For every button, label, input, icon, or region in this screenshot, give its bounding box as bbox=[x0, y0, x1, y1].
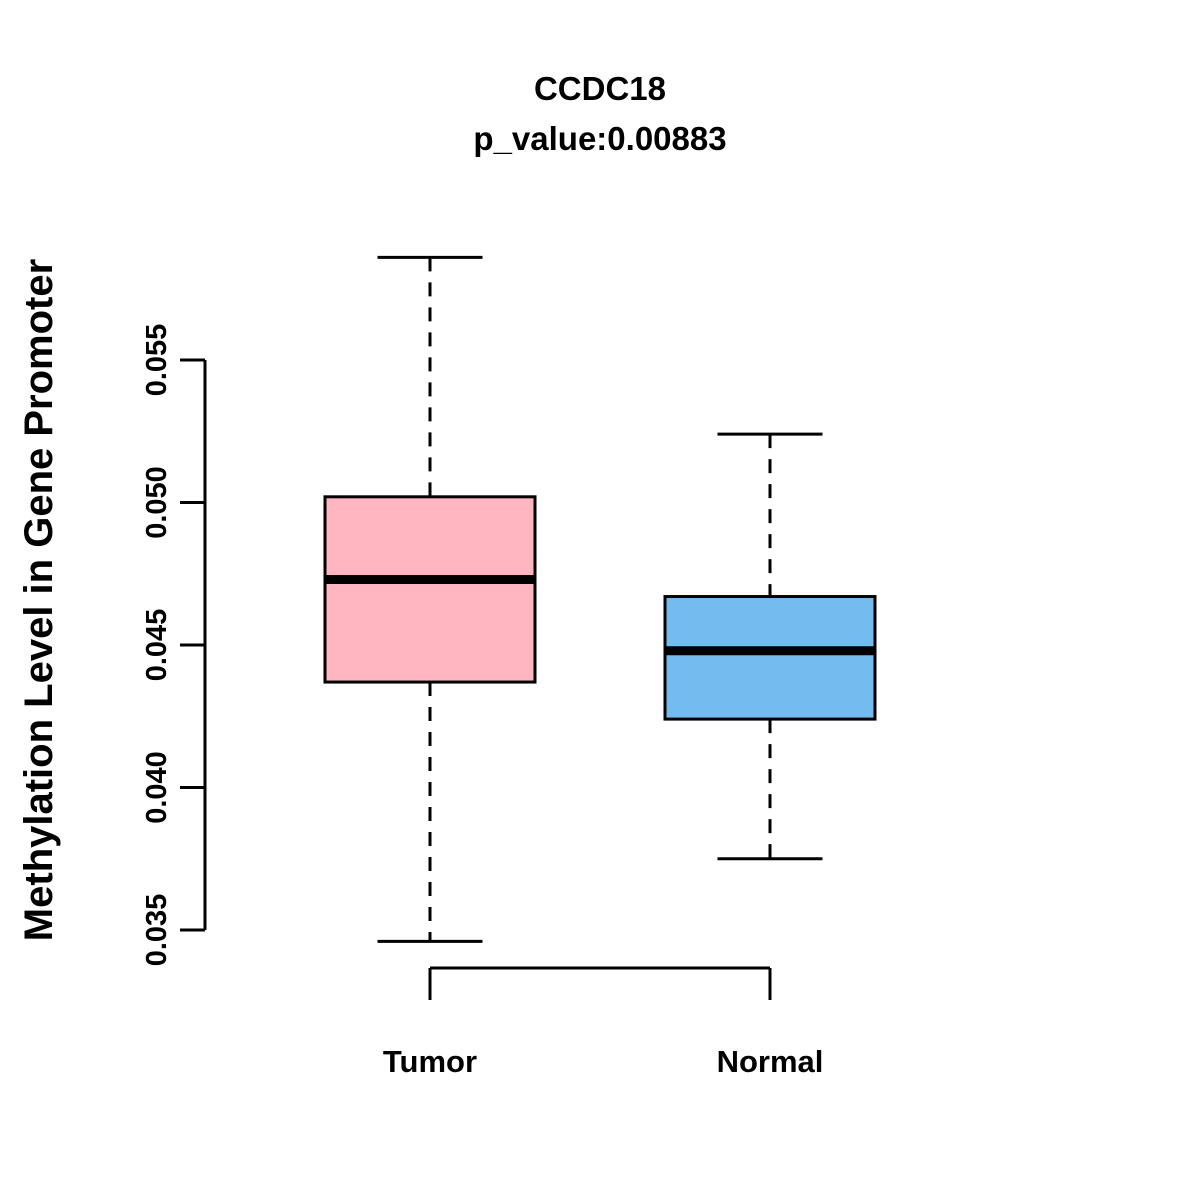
y-axis: 0.035 0.040 0.045 0.050 0.055 bbox=[141, 324, 207, 967]
chart-title: CCDC18 bbox=[534, 70, 666, 107]
y-tick-label: 0.050 bbox=[141, 466, 173, 539]
y-tick-label: 0.055 bbox=[141, 324, 173, 397]
x-category-label: Normal bbox=[717, 1044, 824, 1079]
y-tick-label: 0.035 bbox=[141, 894, 173, 967]
chart-subtitle: p_value:0.00883 bbox=[473, 120, 726, 157]
y-tick-label: 0.045 bbox=[141, 609, 173, 682]
y-tick-label: 0.040 bbox=[141, 751, 173, 824]
x-axis: Tumor Normal bbox=[383, 966, 824, 1079]
boxplot-normal bbox=[663, 432, 877, 861]
iqr-box bbox=[663, 595, 877, 721]
x-category-label: Tumor bbox=[383, 1044, 477, 1079]
y-axis-title: Methylation Level in Gene Promoter bbox=[17, 259, 61, 941]
boxplot-tumor bbox=[323, 255, 537, 943]
iqr-box bbox=[323, 495, 537, 684]
plot-area: 0.035 0.040 0.045 0.050 0.055 Tumor Normal bbox=[141, 255, 877, 1079]
